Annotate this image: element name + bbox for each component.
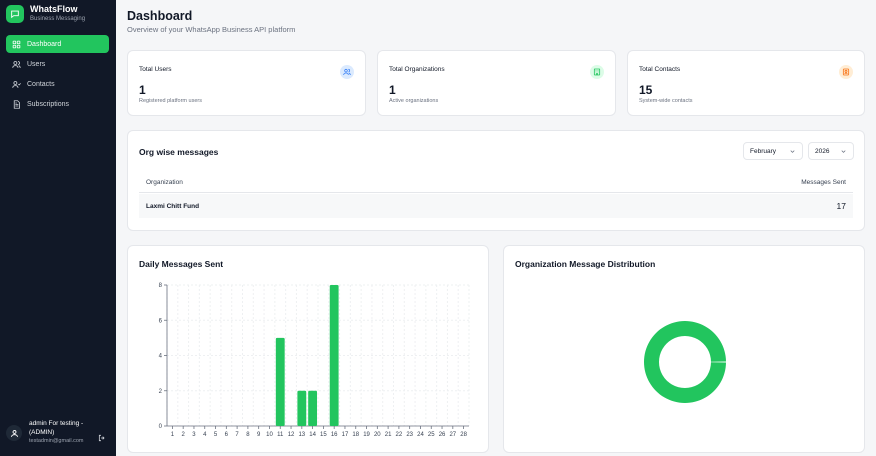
x-tick-label: 21: [385, 432, 392, 438]
distribution-card: Organization Message Distribution: [503, 245, 865, 453]
x-tick-label: 19: [363, 432, 370, 438]
x-tick-label: 6: [225, 432, 229, 438]
cell-messages-sent: 17: [836, 201, 846, 211]
stat-description: Active organizations: [389, 98, 439, 104]
building-icon: [590, 65, 604, 79]
x-tick-label: 14: [309, 432, 316, 438]
section-title: Org wise messages: [139, 147, 219, 157]
brand-subtitle: Business Messaging: [30, 16, 86, 22]
sidebar-item-dashboard[interactable]: Dashboard: [6, 35, 109, 53]
sidebar-item-contacts[interactable]: Contacts: [6, 75, 109, 93]
org-messages-card: Org wise messages February 2026 Organiza…: [127, 130, 865, 231]
chat-bubble-icon: [6, 4, 24, 23]
sidebar-item-label: Users: [27, 60, 46, 68]
y-tick-label: 6: [159, 318, 163, 324]
month-select[interactable]: February: [743, 142, 803, 160]
contact-card-icon: [839, 65, 853, 79]
users-icon: [340, 65, 354, 79]
pie-slice: [644, 321, 726, 403]
bar: [329, 285, 339, 426]
x-tick-label: 11: [277, 432, 284, 438]
brand: WhatsFlow Business Messaging: [6, 4, 85, 23]
x-tick-label: 4: [203, 432, 207, 438]
page-subtitle: Overview of your WhatsApp Business API p…: [127, 25, 296, 34]
x-tick-label: 12: [288, 432, 295, 438]
logout-icon[interactable]: [98, 429, 106, 447]
sidebar-nav: Dashboard Users Contacts Subscriptions: [6, 35, 109, 115]
x-tick-label: 26: [439, 432, 446, 438]
stat-label: Total Contacts: [639, 66, 681, 73]
stat-description: Registered platform users: [139, 98, 202, 104]
x-tick-label: 9: [257, 432, 261, 438]
month-value: February: [750, 147, 777, 155]
sidebar-item-users[interactable]: Users: [6, 55, 109, 73]
sidebar-item-label: Dashboard: [27, 40, 62, 48]
x-tick-label: 10: [266, 432, 273, 438]
chevron-down-icon: [840, 148, 847, 157]
year-value: 2026: [815, 147, 830, 155]
document-icon: [12, 99, 21, 109]
user-profile: admin For testing - (ADMIN) testadmin@gm…: [6, 419, 110, 447]
users-icon: [12, 60, 21, 69]
x-tick-label: 13: [298, 432, 305, 438]
x-tick-label: 17: [342, 432, 349, 438]
x-tick-label: 1: [171, 432, 175, 438]
user-name: admin For testing - (ADMIN): [29, 420, 84, 436]
x-tick-label: 7: [235, 432, 239, 438]
stat-value: 15: [639, 83, 653, 97]
stat-card-contacts: Total Contacts 15 System-wide contacts: [627, 50, 865, 116]
brand-name: WhatsFlow: [30, 4, 78, 14]
x-tick-label: 23: [406, 432, 413, 438]
user-icon: [10, 429, 18, 437]
stat-value: 1: [389, 83, 396, 97]
distribution-chart: [644, 321, 726, 403]
column-header-organization[interactable]: Organization: [146, 179, 183, 186]
sidebar: WhatsFlow Business Messaging Dashboard U…: [0, 0, 116, 456]
y-tick-label: 8: [159, 283, 163, 289]
chart-title: Organization Message Distribution: [515, 259, 656, 269]
y-tick-label: 0: [159, 424, 163, 430]
table-header: Organization Messages Sent: [139, 171, 853, 193]
x-tick-label: 22: [396, 432, 403, 438]
stat-label: Total Users: [139, 66, 172, 73]
x-tick-label: 27: [449, 432, 456, 438]
stat-value: 1: [139, 83, 146, 97]
bar: [308, 390, 318, 426]
sidebar-item-label: Subscriptions: [27, 100, 70, 108]
x-tick-label: 25: [428, 432, 435, 438]
x-tick-label: 24: [417, 432, 424, 438]
grid-icon: [12, 40, 21, 49]
sidebar-item-subscriptions[interactable]: Subscriptions: [6, 95, 109, 113]
x-tick-label: 15: [320, 432, 327, 438]
stat-card-users: Total Users 1 Registered platform users: [127, 50, 366, 116]
chart-title: Daily Messages Sent: [139, 259, 224, 269]
stat-label: Total Organizations: [389, 66, 445, 73]
x-tick-label: 20: [374, 432, 381, 438]
x-tick-label: 16: [331, 432, 338, 438]
daily-messages-card: Daily Messages Sent 0 2 4 6 8 1 2 3 4 5 6 7 8 9 10 11 12…: [127, 245, 489, 453]
column-header-messages-sent[interactable]: Messages Sent: [801, 179, 846, 186]
x-tick-label: 28: [460, 432, 467, 438]
y-tick-label: 4: [159, 354, 163, 360]
x-tick-label: 8: [246, 432, 250, 438]
x-tick-label: 2: [182, 432, 186, 438]
x-tick-label: 5: [214, 432, 218, 438]
stat-description: System-wide contacts: [639, 98, 693, 104]
chevron-down-icon: [789, 148, 796, 157]
x-tick-label: 3: [192, 432, 196, 438]
bar: [297, 390, 307, 426]
x-tick-label: 18: [352, 432, 359, 438]
page-title: Dashboard: [127, 9, 193, 23]
bar: [275, 337, 285, 426]
table-row[interactable]: Laxmi Chitt Fund 17: [139, 194, 853, 218]
cell-organization: Laxmi Chitt Fund: [146, 203, 200, 210]
user-email: testadmin@gmail.com: [29, 438, 84, 444]
contacts-icon: [12, 80, 21, 89]
year-select[interactable]: 2026: [808, 142, 854, 160]
avatar[interactable]: [6, 425, 22, 441]
sidebar-item-label: Contacts: [27, 80, 55, 88]
y-tick-label: 2: [159, 389, 163, 395]
stat-card-organizations: Total Organizations 1 Active organizatio…: [377, 50, 616, 116]
